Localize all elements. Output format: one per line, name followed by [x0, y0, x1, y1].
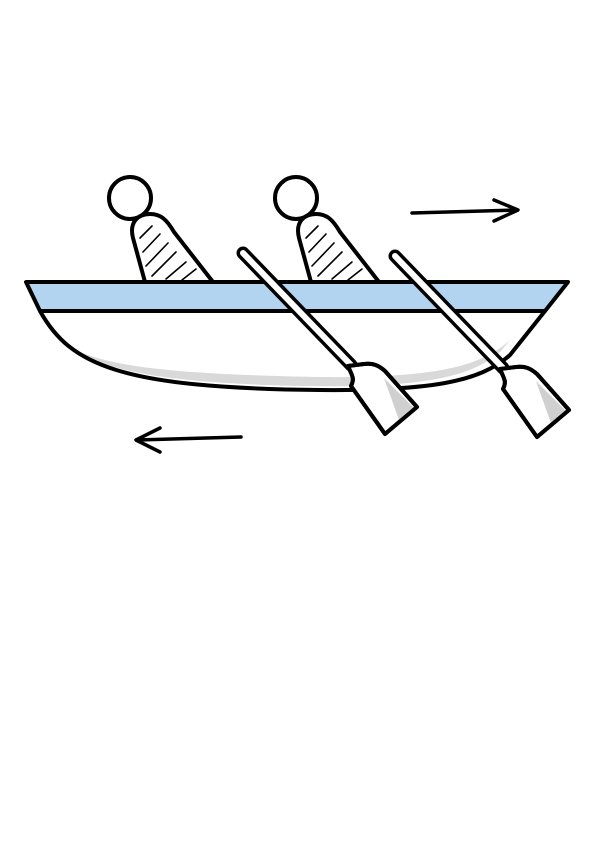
boat-hull — [24, 280, 570, 393]
rower-icon — [107, 175, 215, 284]
arrow-left-icon — [134, 426, 243, 454]
oar-icon — [388, 249, 571, 439]
rower-icon — [273, 175, 381, 284]
arrow-right-icon — [410, 198, 520, 223]
oar-icon — [236, 246, 419, 436]
